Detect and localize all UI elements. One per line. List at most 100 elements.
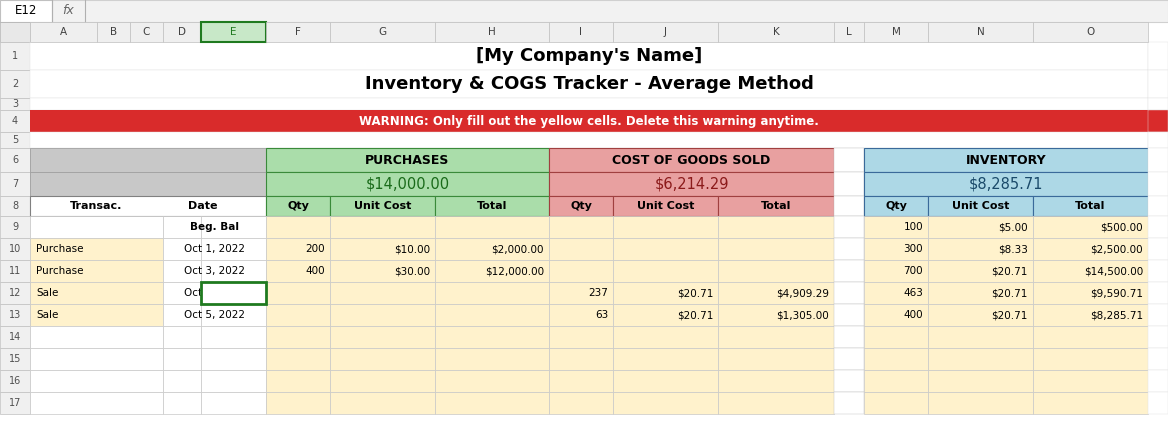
Bar [864, 392, 929, 414]
Text: 14: 14 [9, 332, 21, 342]
Text: Date: Date [188, 201, 217, 211]
Bar [0, 260, 30, 282]
Bar [1148, 132, 1168, 148]
Bar [549, 260, 613, 282]
Bar [718, 260, 834, 282]
Bar [1148, 304, 1168, 326]
Bar [201, 216, 266, 238]
Text: E12: E12 [15, 4, 37, 18]
Text: N: N [976, 27, 985, 37]
Text: Sale: Sale [36, 310, 58, 320]
Text: COST OF GOODS SOLD: COST OF GOODS SOLD [612, 153, 771, 167]
Bar [834, 348, 864, 370]
Bar [1033, 326, 1148, 348]
Text: Qty: Qty [885, 201, 906, 211]
Bar [718, 196, 834, 216]
Bar [929, 216, 1033, 238]
Bar [434, 260, 549, 282]
Text: 11: 11 [9, 266, 21, 276]
Bar [30, 304, 164, 326]
Bar [1148, 348, 1168, 370]
Text: Sale: Sale [36, 288, 58, 298]
Bar [549, 282, 613, 304]
Bar [549, 148, 834, 172]
Text: 7: 7 [12, 179, 19, 189]
Bar [613, 238, 718, 260]
Text: 8: 8 [12, 201, 18, 211]
Bar [1033, 348, 1148, 370]
Bar [0, 392, 30, 414]
Text: Unit Cost: Unit Cost [354, 201, 411, 211]
Text: E: E [230, 27, 237, 37]
Text: D: D [178, 27, 186, 37]
Text: Oct 5, 2022: Oct 5, 2022 [185, 310, 245, 320]
Bar [331, 304, 434, 326]
Text: 400: 400 [903, 310, 923, 320]
Text: H: H [488, 27, 496, 37]
Text: Total: Total [1076, 201, 1106, 211]
Bar [201, 304, 266, 326]
Bar [201, 282, 266, 304]
Text: F: F [296, 27, 301, 37]
Bar [30, 132, 1148, 148]
Bar [266, 196, 331, 216]
Bar [929, 348, 1033, 370]
Text: M: M [891, 27, 901, 37]
Text: $14,000.00: $14,000.00 [366, 176, 450, 191]
Bar [0, 132, 30, 148]
Bar [1148, 260, 1168, 282]
Text: WARNING: Only fill out the yellow cells. Delete this warning anytime.: WARNING: Only fill out the yellow cells.… [359, 114, 819, 127]
Bar [1148, 42, 1168, 70]
Bar [434, 392, 549, 414]
Bar [929, 260, 1033, 282]
Bar [718, 304, 834, 326]
Text: Purchase: Purchase [36, 266, 83, 276]
Bar [201, 260, 266, 282]
Text: 700: 700 [903, 266, 923, 276]
Text: Transac.: Transac. [70, 201, 123, 211]
Text: 17: 17 [9, 398, 21, 408]
Bar [718, 348, 834, 370]
Text: 300: 300 [903, 244, 923, 254]
Text: $8.33: $8.33 [999, 244, 1028, 254]
Text: 4: 4 [12, 116, 18, 126]
Text: O: O [1086, 27, 1094, 37]
Bar [0, 172, 30, 196]
Bar [331, 392, 434, 414]
Bar [929, 196, 1033, 216]
Bar [30, 216, 164, 238]
Bar [0, 148, 30, 172]
Bar [864, 348, 929, 370]
Bar [834, 326, 864, 348]
Bar [0, 282, 30, 304]
Bar [0, 70, 30, 98]
Text: Beg. Bal: Beg. Bal [190, 222, 239, 232]
Text: 9: 9 [12, 222, 18, 232]
Bar [331, 260, 434, 282]
Bar [30, 148, 266, 172]
Bar [434, 304, 549, 326]
Bar [0, 348, 30, 370]
Bar [266, 216, 331, 238]
Text: 12: 12 [9, 288, 21, 298]
Text: [My Company's Name]: [My Company's Name] [475, 47, 702, 65]
Bar [549, 22, 613, 42]
Bar [864, 370, 929, 392]
Bar [834, 216, 864, 238]
Text: $12,000.00: $12,000.00 [485, 266, 544, 276]
Bar [718, 392, 834, 414]
Text: $2,500.00: $2,500.00 [1091, 244, 1143, 254]
Bar [1033, 216, 1148, 238]
Text: $10.00: $10.00 [394, 244, 430, 254]
Text: Inventory & COGS Tracker - Average Method: Inventory & COGS Tracker - Average Metho… [364, 75, 813, 93]
Bar [130, 22, 164, 42]
Bar [549, 216, 613, 238]
Bar [613, 370, 718, 392]
Text: 5: 5 [12, 135, 19, 145]
Bar [30, 392, 164, 414]
Bar [613, 282, 718, 304]
Bar [331, 196, 434, 216]
Text: 463: 463 [903, 288, 923, 298]
Bar [929, 304, 1033, 326]
Bar [613, 392, 718, 414]
